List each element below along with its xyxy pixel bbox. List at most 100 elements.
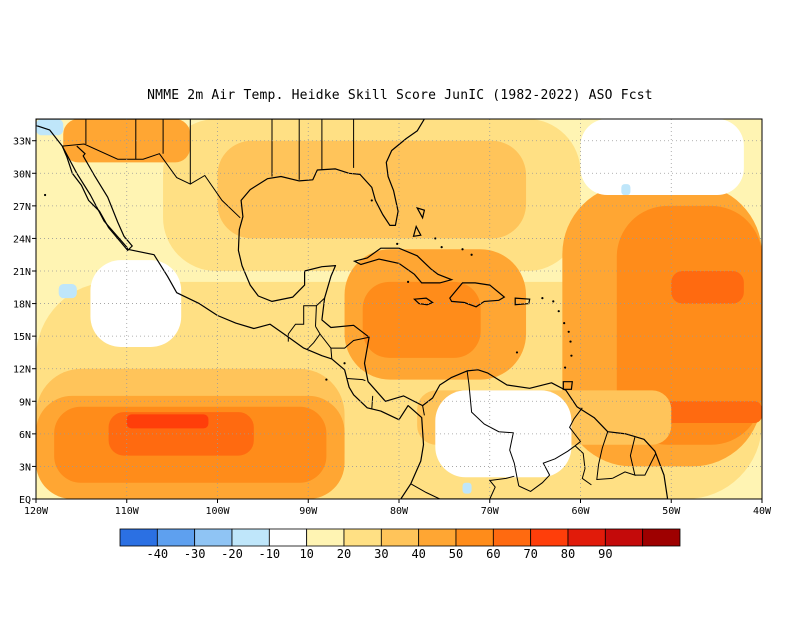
small-island [563,322,566,325]
colorbar-swatch [268,528,308,547]
small-island [552,300,555,303]
island-coastline [413,297,434,306]
x-tick-label: 70W [481,506,500,517]
skill-zone-s60 [616,205,762,445]
country-border [316,297,325,307]
small-island [515,351,519,354]
y-tick-label: 24N [13,234,31,245]
colorbar-swatch [231,528,270,547]
island-coastline [412,224,422,238]
small-island [563,366,567,369]
colorbar-label: -10 [258,547,280,561]
small-island [440,246,443,249]
baja-peninsula-coastline [61,145,134,252]
country-border [422,405,425,416]
x-axis: 120W 110W 100W 90W 80W 70W 60W 50W 40W [24,499,772,517]
skill-zone-white [90,260,182,347]
colorbar-swatch [455,528,494,547]
y-axis: EQ 3N 6N 9N 12N 15N 18N 21N 24N 27N 30N 33N [13,137,36,506]
country-border [347,378,366,382]
country-border [596,431,613,481]
y-tick-label: 15N [13,332,31,343]
x-tick-label: 90W [299,506,318,517]
country-border [466,370,520,487]
colorbar-label: 70 [523,547,537,561]
colorbar-label: 80 [561,547,575,561]
small-island [43,193,47,197]
graticule [36,119,762,499]
colorbar-label: 20 [337,547,351,561]
colorbar-label: 40 [411,547,425,561]
small-island [343,362,346,365]
country-border [62,143,241,219]
small-island [461,248,464,251]
colorbar-swatch [492,528,532,547]
country-border [306,326,321,350]
skill-zone-cyan [36,119,64,136]
small-island [370,199,373,202]
country-border [410,483,441,499]
x-tick-label: 50W [662,506,681,517]
colorbar-swatch [567,528,606,547]
country-border [574,445,592,486]
y-tick-label: 30N [13,169,31,180]
colorbar-swatch [343,528,382,547]
colorbar-swatch [119,528,158,547]
colorbar-swatch [530,528,569,547]
country-border [330,336,370,349]
country-border [488,475,515,499]
y-tick-label: 18N [13,300,31,311]
colorbar: -40 -30 -20 -10 10 20 30 40 50 60 70 80 90 [119,528,681,561]
small-island [541,297,544,300]
skill-zone-cyan [621,184,631,195]
y-tick-label: 27N [13,202,31,213]
small-island [21,216,23,218]
colorbar-label: 60 [486,547,500,561]
colorbar-swatch [194,528,233,547]
coastlines [21,119,669,499]
x-tick-label: 40W [753,506,772,517]
colorbar-swatch [156,528,196,547]
y-tick-label: 33N [13,137,31,148]
y-tick-label: EQ [19,495,31,506]
island-coastline [562,381,573,390]
x-tick-label: 120W [24,506,49,517]
small-island [325,378,328,381]
colorbar-swatch [380,528,420,547]
small-island [470,253,473,256]
island-coastline [352,247,454,284]
country-border [371,395,374,409]
skill-zone-s70 [671,271,744,304]
colorbar-swatch [604,528,644,547]
skill-zone-s50 [63,119,191,163]
small-island [406,280,410,283]
map-title: NMME 2m Air Temp. Heidke Skill Score Jun… [147,88,653,103]
colorbar-label: -40 [146,547,168,561]
x-tick-label: 110W [115,506,140,517]
colorbar-swatch [306,528,345,547]
island-coastline [415,206,426,220]
island-coastline [449,282,506,308]
colorbar-swatch [642,528,681,547]
skill-zone-s60 [362,281,481,358]
x-tick-label: 60W [571,506,590,517]
skill-zone-white [435,390,572,478]
colorbar-label: 30 [374,547,388,561]
skill-zone-white [580,119,744,195]
colorbar-label: 90 [598,547,612,561]
skill-zone-s70 [644,401,762,423]
skill-zone-cyan [462,482,472,494]
small-island [567,330,570,333]
small-island [434,237,437,240]
x-tick-label: 80W [390,506,409,517]
colorbar-label: 10 [299,547,313,561]
y-tick-label: 9N [19,397,31,408]
small-island [570,354,573,357]
small-island [569,340,572,343]
y-tick-label: 21N [13,267,31,278]
skill-zone-cyan [58,284,77,299]
skill-zone-s40 [217,140,527,239]
colorbar-label: -20 [221,547,243,561]
small-island [396,242,399,245]
